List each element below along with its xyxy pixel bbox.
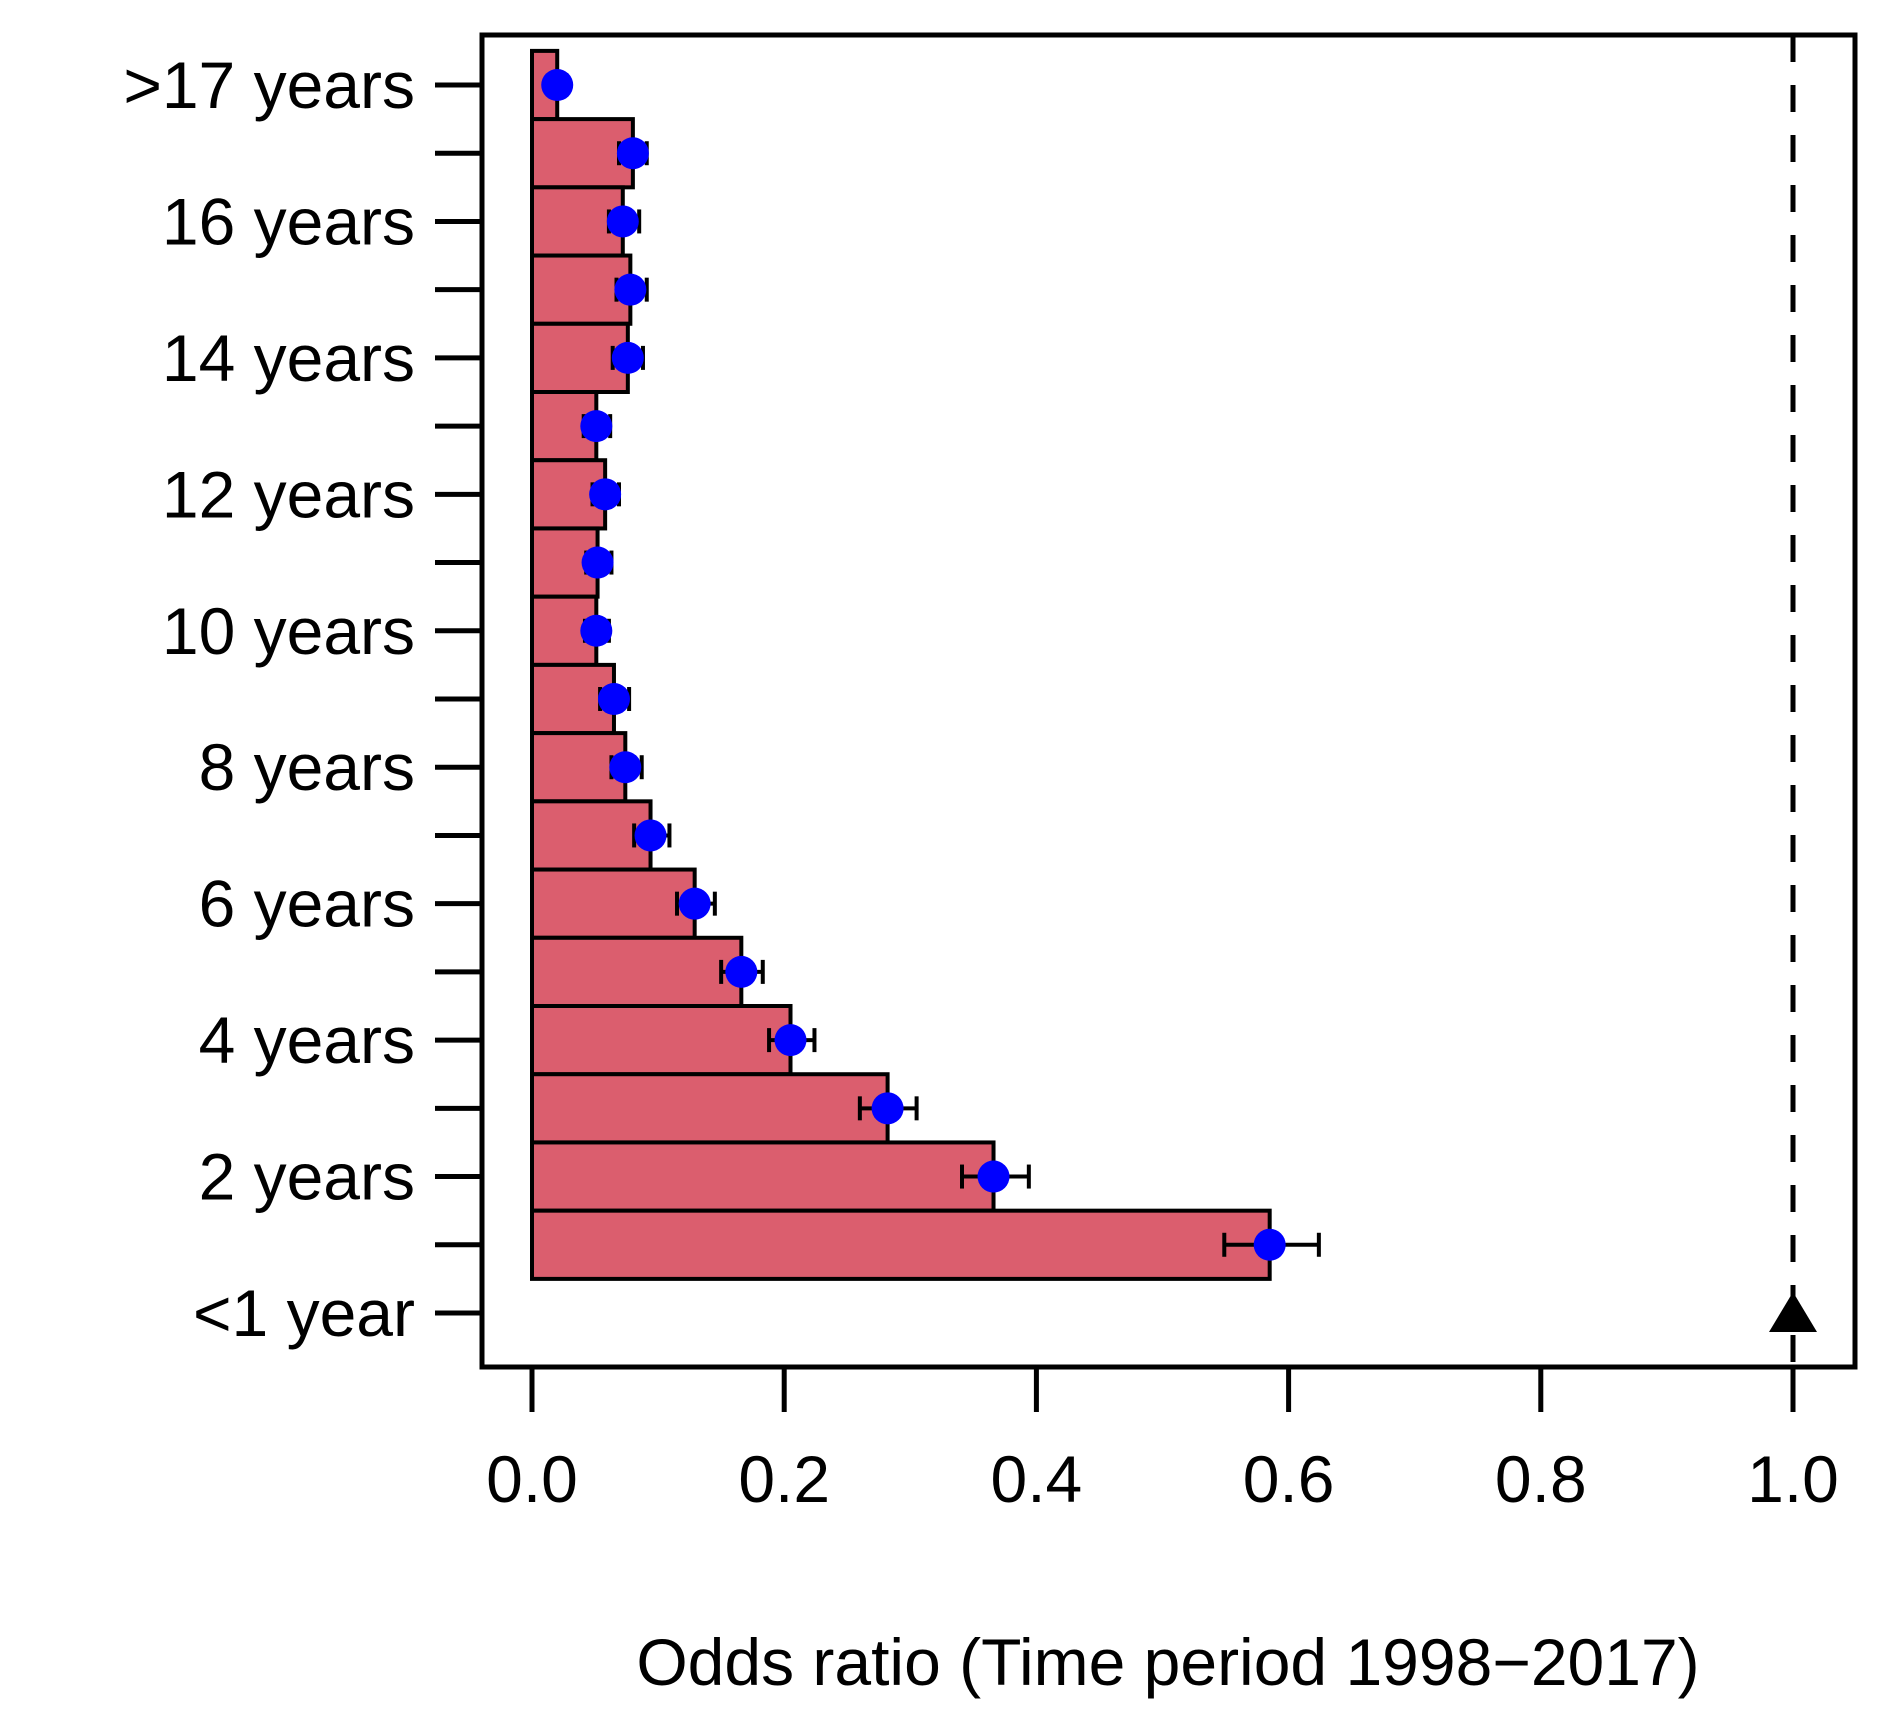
point-estimate-15 [871,1092,904,1125]
bar-9 [530,662,616,736]
point-estimate-1 [616,137,649,170]
point-estimate-14 [774,1024,807,1057]
y-tick-label-8: 10 years [162,594,415,668]
y-tick-label-18: <1 year [193,1276,415,1350]
y-tick-label-6: 12 years [162,457,415,531]
point-estimate-8 [580,614,613,647]
x-tick-label-0: 0.0 [486,1442,578,1516]
reference-triangle-marker [1769,1292,1817,1332]
bar-17 [530,1208,1272,1281]
axes-layer: 0.0 0.2 0.4 0.6 0.8 1.0 >17 years 16 years 14 ye… [123,32,1858,1516]
point-estimate-6 [589,478,622,511]
x-tick-label-5: 1.0 [1747,1442,1839,1516]
point-estimate-13 [725,955,758,988]
bar-16 [530,1140,996,1213]
point-estimate-7 [581,546,614,579]
bar-15 [530,1072,890,1145]
bar-12 [530,867,697,940]
point-estimate-16 [977,1160,1010,1193]
bar-11 [530,799,653,872]
y-tick-label-12: 6 years [199,867,415,941]
bar-13 [530,935,744,1008]
point-estimate-11 [634,819,667,852]
point-estimate-2 [606,205,639,238]
x-tick-label-3: 0.6 [1243,1442,1335,1516]
y-tick-label-2: 16 years [162,184,415,258]
point-estimate-5 [580,410,613,443]
point-estimate-9 [597,683,630,715]
y-tick-label-14: 4 years [199,1003,415,1077]
bars-layer [530,48,1272,1281]
x-tick-label-2: 0.4 [991,1442,1083,1516]
y-tick-label-10: 8 years [199,730,415,804]
bar-14 [530,1004,793,1077]
y-tick-label-16: 2 years [199,1140,415,1214]
y-tick-label-0: >17 years [123,48,415,122]
point-estimate-3 [614,273,647,306]
point-estimate-4 [611,341,644,374]
point-estimate-17 [1253,1228,1286,1261]
point-estimate-10 [609,751,642,784]
x-axis-title: Odds ratio (Time period 1998−2017) [636,1625,1699,1699]
y-tick-label-4: 14 years [162,321,415,395]
point-estimate-12 [678,887,711,920]
x-tick-label-1: 0.2 [738,1442,830,1516]
x-tick-label-4: 0.8 [1495,1442,1587,1516]
point-estimate-0 [541,69,574,101]
points-layer [541,69,1817,1332]
